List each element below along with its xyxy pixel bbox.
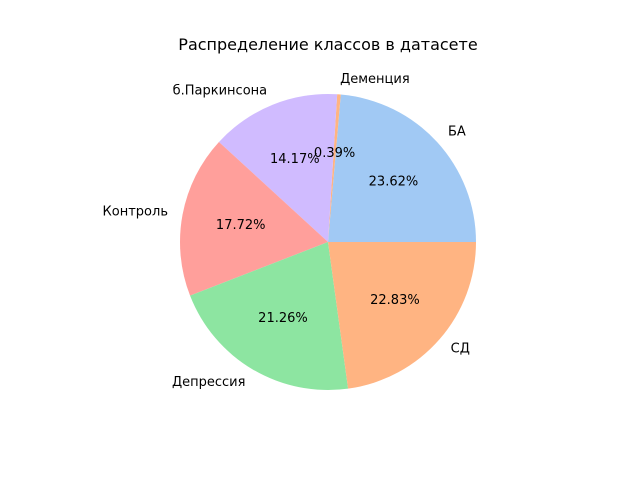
slice-label-б-паркинсона: б.Паркинсона — [173, 84, 268, 99]
slice-label-ба: БА — [448, 124, 466, 139]
slice-label-депрессия: Депрессия — [172, 375, 245, 390]
slice-value-label-депрессия: 21.26% — [258, 311, 308, 326]
pie-slice-депрессия — [190, 242, 349, 390]
slice-value-label-б-паркинсона: 14.17% — [270, 152, 320, 167]
slice-label-сд: СД — [451, 342, 470, 357]
slice-label-контроль: Контроль — [103, 204, 168, 219]
pie-labels: БА 23.62% Деменция 0.39% б.Паркинсона 14.17% К… — [103, 72, 470, 390]
slice-label-деменция: Деменция — [340, 72, 410, 87]
slice-value-label-сд: 22.83% — [370, 293, 420, 308]
slice-value-label-деменция: 0.39% — [314, 146, 355, 161]
slice-value-label-ба: 23.62% — [369, 174, 419, 189]
pie-slice-б-паркинсона — [218, 94, 338, 243]
chart-title: Распределение классов в датасете — [178, 35, 477, 54]
pie-slice-сд — [328, 242, 476, 389]
slice-value-label-контроль: 17.72% — [216, 218, 266, 233]
pie-slice-контроль — [179, 141, 328, 296]
pie-slices — [179, 94, 476, 390]
pie-slice-ба — [328, 94, 476, 242]
pie-slice-деменция — [328, 94, 341, 242]
